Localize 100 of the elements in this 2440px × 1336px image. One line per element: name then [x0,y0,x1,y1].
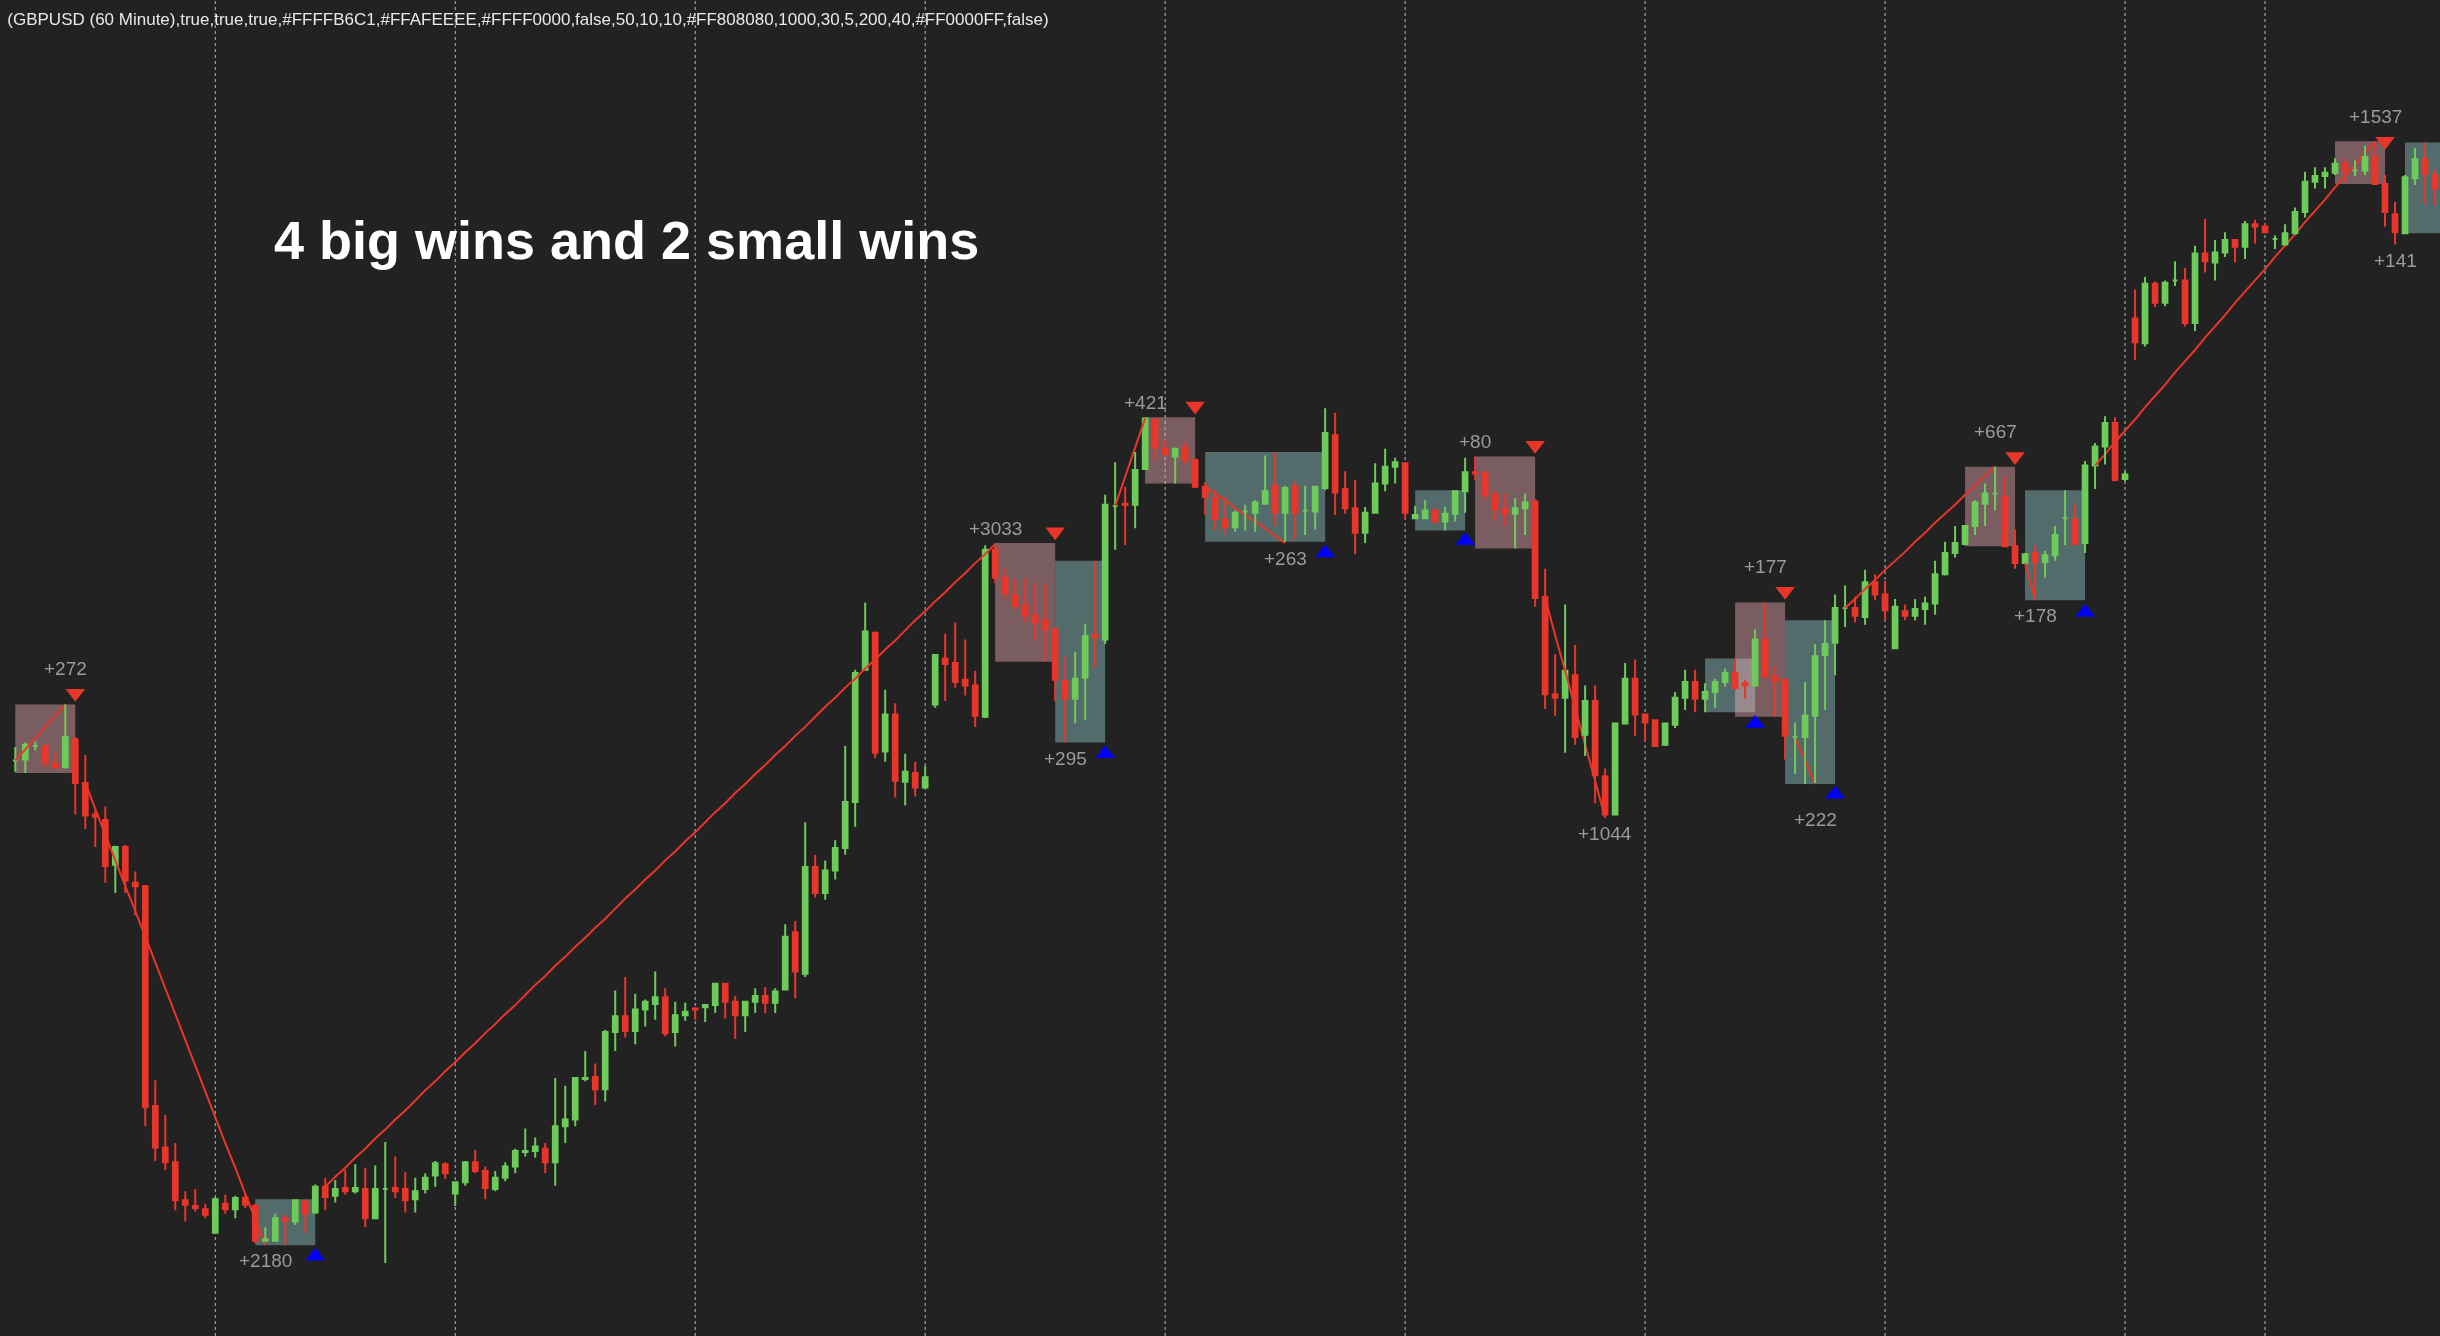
candlestick [531,1136,539,1159]
candlestick [1841,584,1849,629]
candlestick [811,853,819,899]
candlestick [421,1172,429,1195]
candlestick [1381,447,1389,493]
candlestick [2181,267,2189,328]
candlestick [1861,568,1869,626]
point [1775,586,1795,600]
candlestick [1411,504,1419,520]
candlestick [461,1160,469,1187]
point [1825,785,1845,799]
candlestick [1771,665,1779,718]
candlestick [541,1142,549,1175]
candlestick [2091,442,2099,491]
candlestick [2411,147,2419,187]
candlestick [561,1084,569,1145]
candlestick [2271,234,2279,251]
candlestick [121,843,129,894]
candlestick [1641,712,1649,743]
candlestick [1731,657,1739,691]
candlestick [951,621,959,689]
candlestick [1001,567,1009,601]
candlestick [501,1161,509,1183]
candlestick [481,1165,489,1201]
candlestick [2141,276,2149,348]
candlestick [411,1176,419,1214]
candlestick [1801,681,1809,786]
candlestick [1701,682,1709,714]
annotation: +263 [1264,548,1307,569]
candlestick [1341,470,1349,515]
candlestick [2431,168,2439,207]
candlestick [1191,457,1199,489]
candlestick [171,1142,179,1212]
candlestick [201,1202,209,1220]
candlestick [831,839,839,881]
candlestick [1101,493,1109,645]
annotation: +272 [44,658,87,679]
candlestick [2281,223,2289,246]
candlestick [2171,260,2179,288]
candlestick [631,992,639,1046]
candlestick [151,1079,159,1163]
candlestick [1311,485,1319,531]
candlestick [1171,446,1179,485]
candlestick [2191,244,2199,332]
candlestick [621,976,629,1039]
annotation: +1044 [1578,823,1632,844]
candlestick [1451,489,1459,523]
candlestick [2341,157,2349,184]
candlestick [211,1195,219,1234]
annotation: +80 [1459,431,1492,452]
candlestick [1071,650,1079,725]
candlestick [31,740,39,752]
candlestick [1231,509,1239,533]
candlestick [1281,484,1289,543]
candlestick [1181,440,1189,466]
candlestick [731,995,739,1040]
candlestick [651,970,659,1021]
candlestick [1061,655,1069,744]
candlestick [1991,465,1999,512]
candlestick [701,1002,709,1023]
candlestick [2311,166,2319,190]
candlestick [1351,479,1359,556]
candlestick [351,1163,359,1195]
candlestick [1531,498,1539,608]
candlestick [1921,595,1929,626]
candlestick [1821,619,1829,712]
candlestick [2011,528,2019,570]
candlestick [1141,416,1149,472]
candlestick [941,632,949,703]
candlestick [1111,461,1119,551]
candlestick [1151,417,1159,463]
candlestick [1681,668,1689,712]
candlestick [2351,159,2359,178]
candlestick [2161,279,2169,308]
candlestick [1081,622,1089,722]
candlestick [2041,549,2049,579]
candlestick [2081,460,2089,555]
candlestick [861,601,869,671]
candlestick [2321,166,2329,190]
candlestick [1711,677,1719,709]
candlestick [1131,451,1139,530]
annotation: +1537 [2349,106,2403,127]
candlestick [41,743,49,769]
candlestick [2251,218,2259,245]
candlestick [671,1000,679,1048]
candlestick [2201,217,2209,274]
candlestick [1291,480,1299,541]
candlestick [181,1190,189,1223]
candlestick [1511,497,1519,550]
candlestick [1211,489,1219,532]
candlestick [751,987,759,1014]
candlestick [711,981,719,1014]
candlestick [2381,173,2389,228]
candlestick [1041,582,1049,663]
candlestick [1441,506,1449,532]
candlestick [2401,173,2409,235]
candlestick [1241,503,1249,532]
annotation: +3033 [969,518,1023,539]
candlestick [2231,237,2239,264]
candlestick [1981,482,1989,528]
